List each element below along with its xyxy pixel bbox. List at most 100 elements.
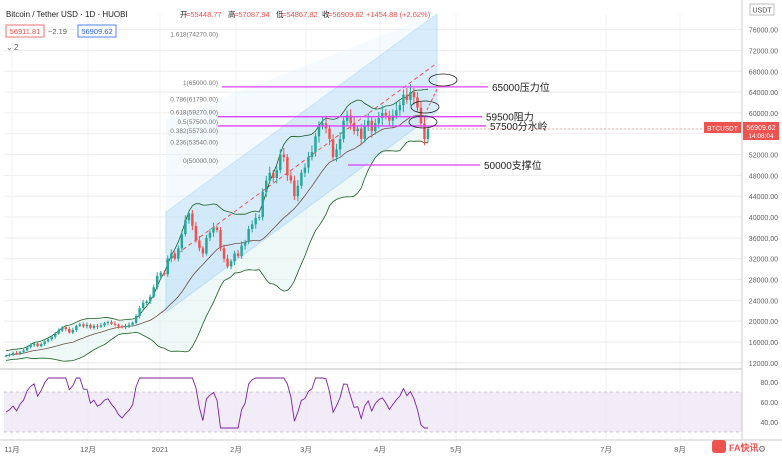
candle-body (89, 324, 92, 328)
time-tick: 12月 (80, 445, 96, 454)
ohlc-open: =55448.77 (186, 10, 222, 19)
candle-body (92, 325, 96, 328)
candle-body (110, 322, 113, 324)
candle-body (219, 230, 222, 249)
candle-body (131, 322, 134, 325)
settings-gear-icon: ⚙ (758, 444, 766, 454)
buy-price: 56909.62 (81, 27, 112, 36)
collapse-icon: ⌄ (6, 43, 13, 52)
candle-body (243, 242, 247, 246)
candle-body (170, 253, 173, 259)
symbol-badge-bg (704, 121, 741, 133)
ohlc-close-label: 收 (322, 9, 330, 19)
candle-body (208, 232, 212, 238)
indicator-count: 2 (14, 43, 19, 52)
candlestick-series (4, 84, 430, 358)
channel-fill (165, 13, 438, 313)
candle-body (180, 234, 184, 249)
ohlc-open-label: 开 (180, 10, 188, 19)
candle-body (155, 275, 159, 288)
candle-body (184, 220, 187, 235)
candle-body (265, 180, 268, 193)
candle-body (356, 128, 359, 132)
time-tick: 3月 (300, 445, 312, 454)
candle-body (120, 326, 124, 328)
ohlc-low: =54867.82 (282, 10, 318, 19)
ohlc-change: +1454.88 (+2.62%) (366, 10, 431, 19)
watermark-logo-icon (712, 440, 726, 453)
candle-body (254, 218, 257, 225)
candle-body (359, 128, 363, 139)
candle-body (398, 105, 402, 111)
regression-channel (165, 13, 438, 313)
fib-extension-fill (166, 14, 437, 212)
candle-body (75, 325, 78, 330)
candle-body (236, 253, 240, 257)
price-tick: 52000.00 (749, 153, 778, 160)
candle-body (226, 258, 229, 267)
fib-label: 0.236(53540.00) (170, 140, 218, 147)
candle-body (85, 324, 89, 327)
sell-price: 56911.81 (10, 27, 41, 36)
ohlc-close: =56909.62 (328, 10, 364, 19)
candle-body (205, 237, 208, 254)
candle-body (159, 272, 162, 276)
header: Bitcoin / Tether USD · 1D · HUOBI 开=55448… (5, 9, 431, 52)
price-tick: 60000.00 (749, 111, 778, 118)
candle-body (187, 213, 191, 221)
candle-body (395, 110, 398, 116)
candle-body (127, 324, 131, 326)
candle-body (141, 302, 145, 309)
channel-median (165, 62, 438, 263)
candle-body (279, 154, 282, 171)
candle-body (300, 172, 303, 186)
watermark-text: FA快讯 (729, 442, 759, 453)
candle-body (215, 227, 219, 231)
candle-body (113, 323, 117, 325)
fib-label: 1(65000.00) (183, 80, 218, 87)
candle-body (293, 180, 296, 197)
candle-body (166, 258, 169, 275)
candle-body (61, 327, 64, 331)
candle-body (307, 157, 310, 168)
price-tick: 24000.00 (749, 298, 778, 305)
candle-body (345, 115, 349, 121)
candle-body (46, 339, 50, 342)
candle-body (391, 115, 395, 121)
candle-body (106, 322, 110, 324)
candle-body (384, 112, 388, 116)
candle-body (145, 301, 148, 303)
highlight-ellipse (428, 73, 458, 87)
spread: −2.19 (48, 27, 67, 36)
annotation-label: 59500阻力 (486, 111, 534, 124)
candle-body (103, 323, 106, 326)
candle-body (342, 120, 345, 139)
candle-body (247, 229, 250, 243)
time-tick: 5月 (450, 445, 462, 454)
candle-body (8, 354, 11, 356)
currency-label: USDT (752, 8, 772, 15)
price-tick: 36000.00 (749, 236, 778, 243)
candle-body (138, 308, 141, 316)
candle-body (282, 154, 286, 158)
time-tick: 4月 (374, 445, 386, 454)
candle-body (409, 92, 412, 100)
candle-body (296, 185, 300, 197)
candle-body (32, 343, 36, 346)
candle-body (29, 345, 32, 348)
candle-body (261, 192, 264, 218)
candle-body (96, 325, 99, 327)
candle-body (68, 328, 71, 333)
candle-body (201, 248, 205, 254)
candle-body (54, 333, 57, 337)
highlight-ellipse (408, 115, 438, 129)
price-tick: 76000.00 (749, 28, 778, 35)
candle-body (423, 123, 426, 139)
candle-body (317, 125, 321, 137)
rsi-band (4, 392, 742, 432)
candle-body (117, 324, 120, 327)
candle-body (257, 217, 261, 219)
